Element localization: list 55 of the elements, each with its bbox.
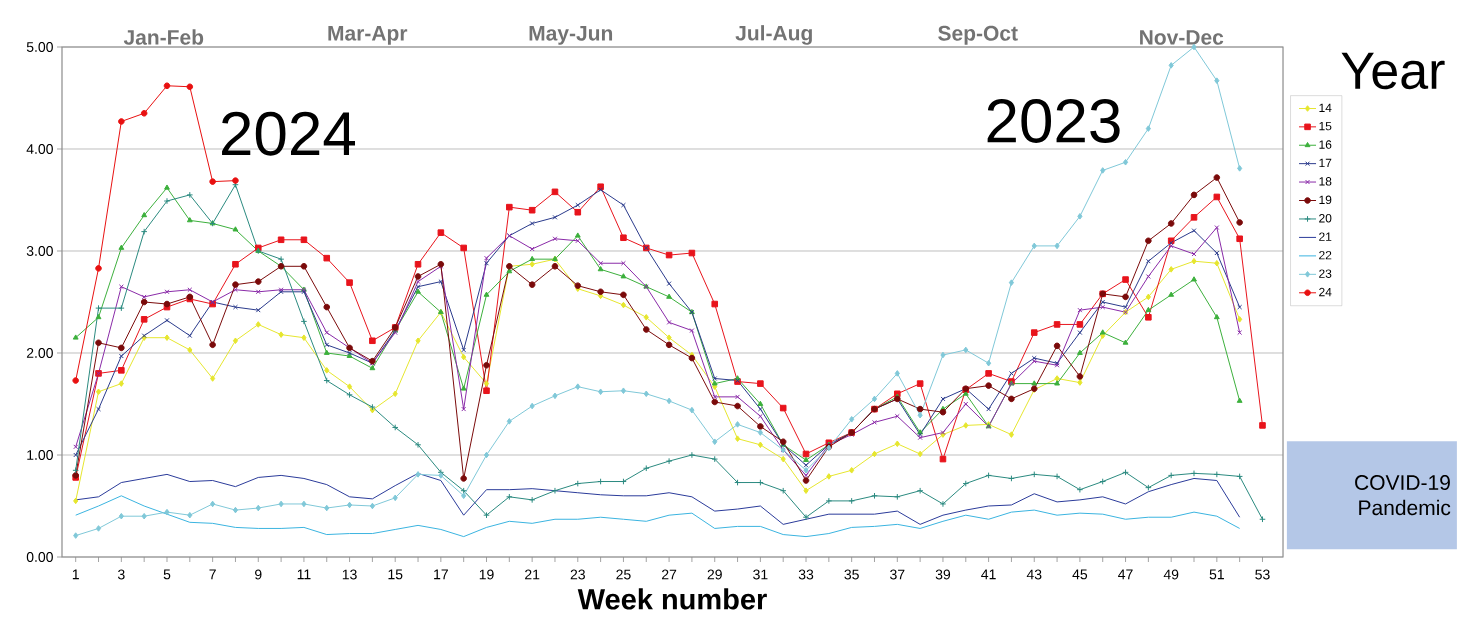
y-tick-label: 5.00 <box>26 42 53 52</box>
x-tick-label: 37 <box>890 569 905 580</box>
y-tick-label: 3.00 <box>26 246 53 256</box>
x-tick-label: 13 <box>342 569 357 580</box>
y-tick-label: 0.00 <box>26 552 53 562</box>
legend-label: 21 <box>1319 232 1332 241</box>
text: Jan-Feb <box>123 29 204 45</box>
x-tick-label: 23 <box>570 569 585 580</box>
x-tick-label: 11 <box>297 569 311 580</box>
x-axis-title: Week number <box>577 588 767 610</box>
x-tick-label: 51 <box>1209 569 1224 580</box>
legend-label: 15 <box>1319 121 1332 131</box>
legend-label: 17 <box>1319 158 1332 168</box>
legend-label: 24 <box>1319 287 1332 297</box>
legend-label: 16 <box>1319 140 1332 149</box>
y-tick-label: 1.00 <box>27 450 53 460</box>
x-tick-label: 25 <box>616 569 631 580</box>
x-tick-label: 1 <box>72 569 79 580</box>
x-tick-label: 5 <box>163 569 171 580</box>
x-tick-label: 43 <box>1026 569 1042 580</box>
x-tick-label: 39 <box>935 569 951 580</box>
y-tick-label: 4.00 <box>26 144 53 154</box>
x-tick-label: 9 <box>255 569 262 580</box>
legend-label: 19 <box>1319 195 1332 205</box>
annotation: 2023 <box>987 98 1120 143</box>
x-tick-label: 33 <box>798 569 814 580</box>
x-tick-label: 3 <box>117 569 125 580</box>
x-tick-label: 15 <box>388 569 403 580</box>
x-tick-label: 27 <box>662 569 677 580</box>
y-tick-label: 2.00 <box>26 348 53 358</box>
legend-label: 14 <box>1319 103 1332 112</box>
x-tick-label: 47 <box>1118 569 1133 580</box>
x-tick-label: 31 <box>753 569 768 580</box>
text: COVID-19 Pandemic <box>1355 475 1451 516</box>
x-tick-label: 29 <box>707 569 722 580</box>
legend-label: 18 <box>1319 177 1332 186</box>
x-tick-label: 7 <box>209 569 216 580</box>
legend-label: 23 <box>1319 269 1332 278</box>
text: Jul-Aug <box>735 25 812 45</box>
annotation: 2024 <box>222 111 356 156</box>
x-tick-label: 19 <box>479 569 494 580</box>
x-tick-label: 21 <box>525 569 540 580</box>
legend-label: 20 <box>1319 214 1332 223</box>
text: Nov-Dec <box>1140 30 1224 45</box>
legend-title: Year <box>1341 52 1445 90</box>
x-tick-label: 41 <box>981 569 996 580</box>
text: Sep-Oct <box>938 25 1018 45</box>
x-tick-label: 49 <box>1163 569 1179 580</box>
text: May-Jun <box>529 25 613 45</box>
x-tick-label: 35 <box>844 569 859 580</box>
x-tick-label: 17 <box>434 569 448 580</box>
x-tick-label: 45 <box>1072 569 1088 580</box>
x-tick-label: 53 <box>1255 569 1270 580</box>
text: Mar-Apr <box>328 25 408 45</box>
legend-label: 22 <box>1319 250 1332 260</box>
